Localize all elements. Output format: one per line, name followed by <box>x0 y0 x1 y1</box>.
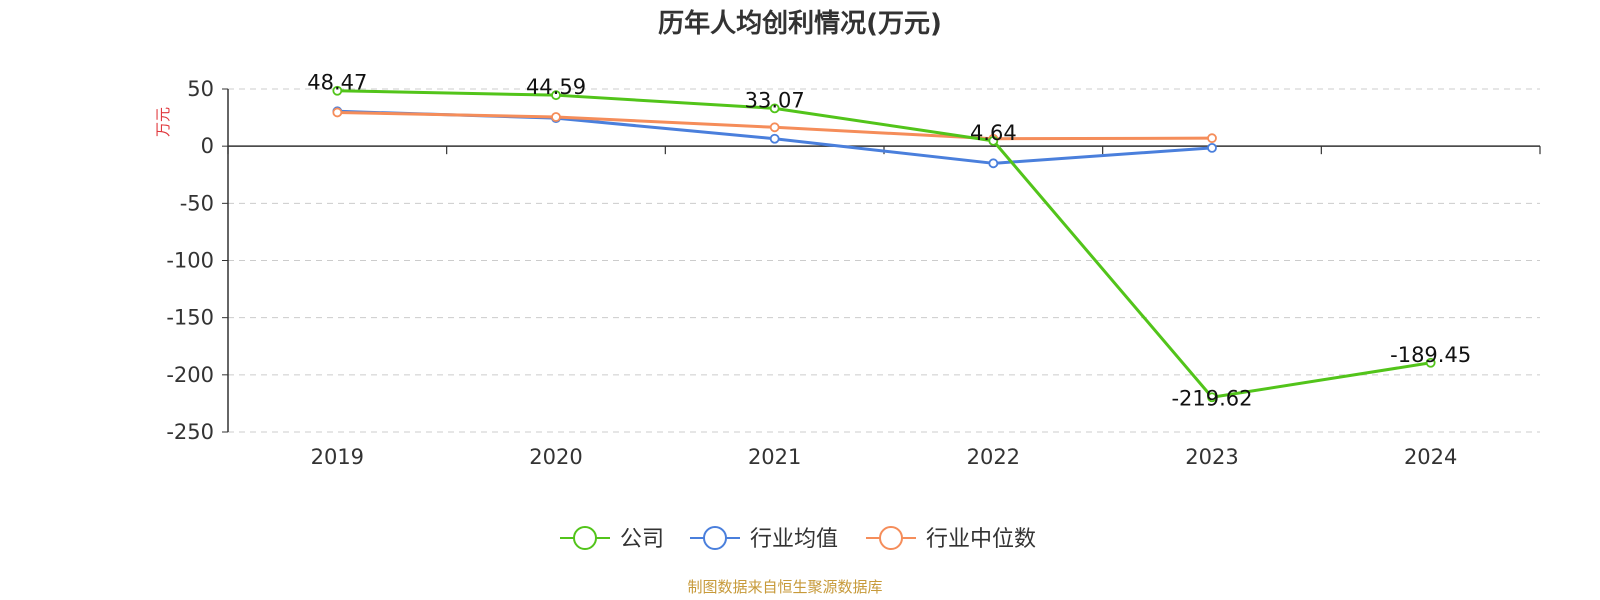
x-tick-label: 2022 <box>967 445 1020 469</box>
x-tick-label: 2020 <box>529 445 582 469</box>
data-point <box>1207 392 1217 403</box>
data-point <box>769 133 780 144</box>
data-point <box>1207 142 1217 153</box>
source-note: 制图数据来自恒生聚源数据库 <box>687 578 882 596</box>
series-lines <box>332 85 1436 403</box>
y-tick-label: -100 <box>166 249 214 273</box>
y-tick-label: -150 <box>166 306 214 330</box>
x-tick-label: 2019 <box>311 445 364 469</box>
y-axis-label: 万元 <box>154 107 172 137</box>
data-point <box>551 90 561 101</box>
axes: 50 0 -50 -100 -150 -200 -250 2019 2020 2021 2022 20… <box>166 77 1541 469</box>
data-point <box>332 85 343 96</box>
data-label: -219.62 <box>1171 386 1252 410</box>
data-point <box>988 135 999 146</box>
x-tick-label: 2024 <box>1404 445 1457 469</box>
y-tick-label: 50 <box>187 77 214 101</box>
legend-marker <box>703 526 727 550</box>
data-point <box>332 107 343 118</box>
y-tick-label: -200 <box>166 363 214 387</box>
legend-label: 公司 <box>620 527 664 552</box>
data-label: 33.07 <box>745 88 805 112</box>
x-tick-label: 2023 <box>1185 445 1238 469</box>
y-tick-label: -250 <box>166 420 214 444</box>
legend-label: 行业中位数 <box>926 527 1036 552</box>
data-label: 48.47 <box>307 71 367 95</box>
data-point <box>551 112 561 122</box>
data-labels: 48.47 44.59 33.07 4.64 -219.62 -189.45 <box>307 71 1471 411</box>
y-tick-label: -50 <box>180 191 214 215</box>
data-point <box>769 103 780 114</box>
data-label: -189.45 <box>1390 343 1471 367</box>
data-label: 44.59 <box>526 75 586 99</box>
legend-marker <box>573 526 597 550</box>
y-tick-label: 0 <box>201 134 214 158</box>
data-label: 4.64 <box>970 121 1017 145</box>
grid-lines <box>228 88 1540 433</box>
series-line-0 <box>337 89 1431 399</box>
legend: 公司 行业均值 行业中位数 <box>560 526 1036 552</box>
legend-label: 行业均值 <box>750 527 838 552</box>
data-point <box>1425 357 1436 368</box>
data-point <box>1207 133 1217 144</box>
legend-marker <box>879 526 903 550</box>
chart-title: 历年人均创利情况(万元) <box>658 8 942 39</box>
data-point <box>769 122 780 133</box>
x-tick-label: 2021 <box>748 445 801 469</box>
data-point <box>988 158 999 169</box>
